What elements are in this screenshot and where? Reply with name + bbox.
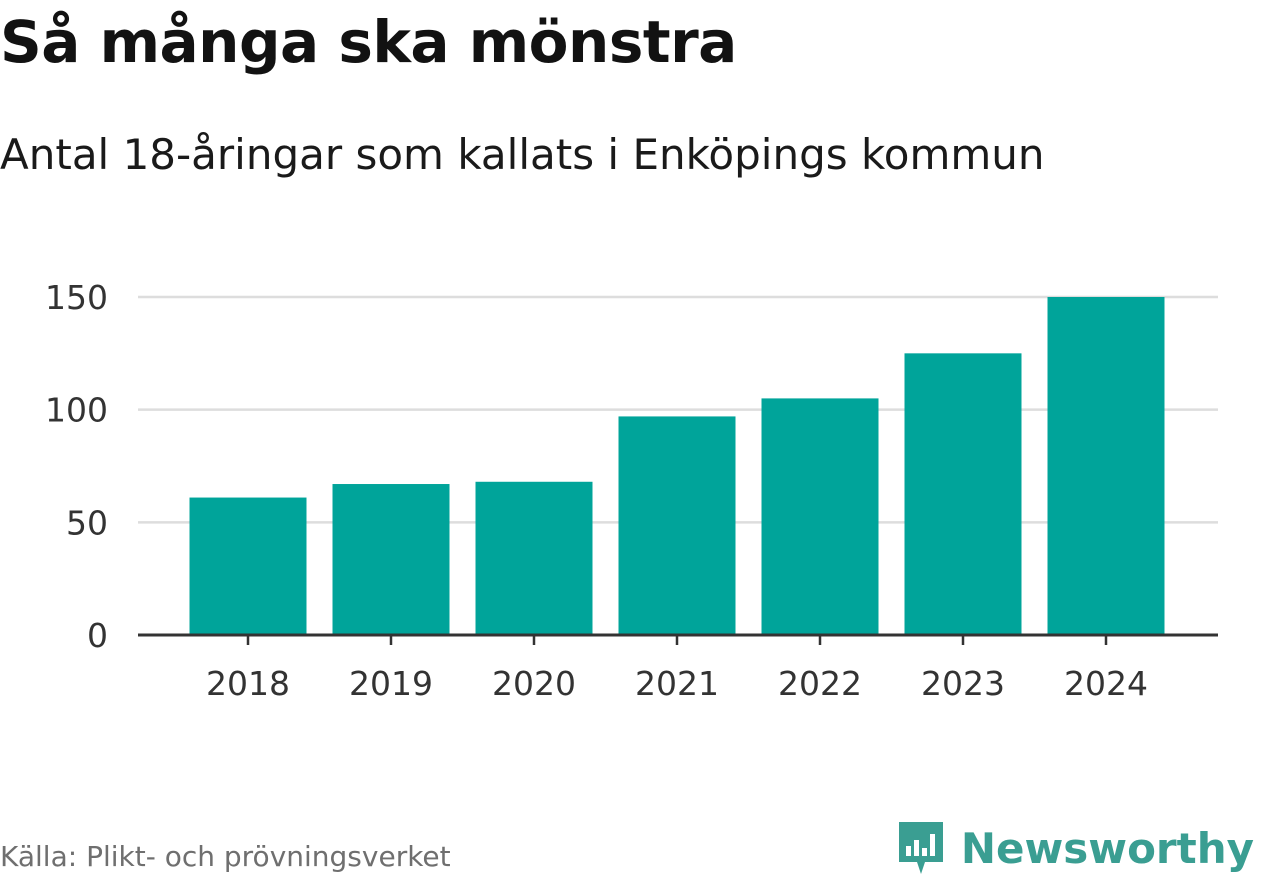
x-axis (138, 633, 1218, 645)
x-tick-label: 2018 (206, 664, 290, 703)
bar-2022 (761, 398, 879, 635)
x-tick-label: 2021 (635, 664, 719, 703)
brand-name: Newsworthy (960, 823, 1254, 873)
brand-logo: Newsworthy (895, 818, 1254, 878)
bar-2024 (1047, 297, 1165, 635)
y-tick-label: 0 (87, 616, 108, 655)
chart-subtitle: Antal 18-åringar som kallats i Enköpings… (0, 130, 1045, 179)
x-tick-label: 2023 (921, 664, 1005, 703)
source-note: Källa: Plikt- och prövningsverket (0, 840, 451, 873)
bar-2019 (332, 484, 450, 635)
y-tick-label: 50 (66, 503, 108, 542)
y-axis-tick-labels: 0 50 100 150 (45, 278, 108, 655)
x-axis-tick-labels: 2018 2019 2020 2021 2022 2023 2024 (206, 664, 1148, 703)
y-tick-label: 150 (45, 278, 108, 317)
x-tick-label: 2020 (492, 664, 576, 703)
newsworthy-logo-icon (898, 822, 943, 874)
bar-2023 (904, 353, 1022, 635)
bar-2020 (475, 481, 593, 635)
bar-2021 (618, 416, 736, 635)
bar-2018 (189, 497, 307, 635)
x-tick-label: 2024 (1064, 664, 1148, 703)
chart-title: Så många ska mönstra (0, 8, 737, 76)
y-tick-label: 100 (45, 391, 108, 430)
bars (189, 297, 1165, 635)
x-tick-label: 2019 (349, 664, 433, 703)
x-tick-label: 2022 (778, 664, 862, 703)
